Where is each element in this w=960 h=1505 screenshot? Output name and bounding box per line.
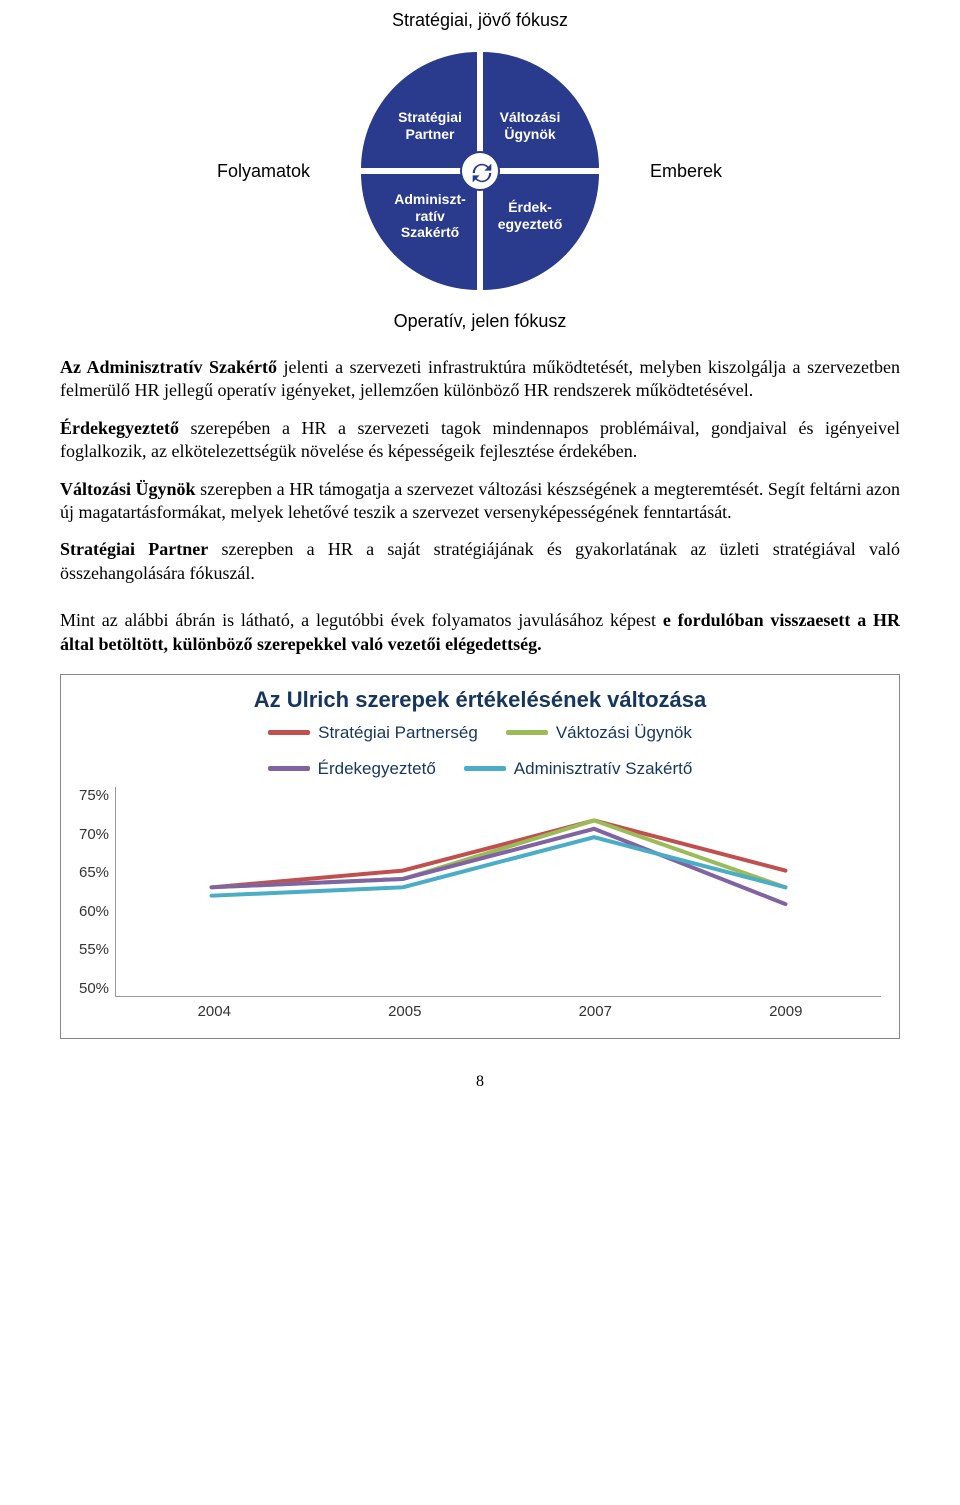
chart-legend: Stratégiai Partnerség Váktozási Ügynök Érd… — [79, 723, 881, 779]
quadrant-diagram-row: Folyamatok Stratégiai Partner Változási … — [60, 51, 900, 291]
diagram-bottom-caption: Operatív, jelen fókusz — [60, 311, 900, 332]
chart-y-axis: 75% 70% 65% 60% 55% 50% — [79, 787, 115, 997]
legend-item: Adminisztratív Szakértő — [464, 759, 693, 779]
paragraph-2-bold: Érdekegyeztető — [60, 418, 179, 438]
paragraph-4-bold: Stratégiai Partner — [60, 539, 208, 559]
chart-title: Az Ulrich szerepek értékelésének változá… — [79, 687, 881, 713]
legend-label: Váktozási Ügynök — [556, 723, 692, 743]
legend-label: Érdekegyeztető — [318, 759, 436, 779]
x-tick: 2009 — [691, 1003, 882, 1020]
paragraph-2: Érdekegyeztető szerepében a HR a szervez… — [60, 417, 900, 464]
chart-area: 75% 70% 65% 60% 55% 50% — [79, 787, 881, 997]
x-tick: 2005 — [310, 1003, 501, 1020]
y-tick: 55% — [79, 941, 109, 958]
legend-item: Stratégiai Partnerség — [268, 723, 478, 743]
diagram-top-caption: Stratégiai, jövő fókusz — [60, 10, 900, 31]
chart-plot — [115, 787, 881, 997]
chart-x-axis: 2004200520072009 — [119, 1003, 881, 1020]
legend-swatch — [506, 730, 548, 735]
diagram-left-label: Folyamatok — [160, 161, 310, 182]
legend-swatch — [268, 766, 310, 771]
y-tick: 70% — [79, 826, 109, 843]
paragraph-1-bold: Az Adminisztratív Szakértő — [60, 357, 277, 377]
legend-label: Stratégiai Partnerség — [318, 723, 478, 743]
legend-swatch — [268, 730, 310, 735]
legend-item: Váktozási Ügynök — [506, 723, 692, 743]
quadrant-circle: Stratégiai Partner Változási Ügynök Admi… — [360, 51, 600, 291]
outro-pre: Mint az alábbi ábrán is látható, a legut… — [60, 610, 663, 630]
quadrant-diagram: Stratégiai Partner Változási Ügynök Admi… — [340, 51, 620, 291]
y-tick: 60% — [79, 903, 109, 920]
quadrant-center-icon — [460, 151, 500, 191]
quadrant-top-right: Változási Ügynök — [482, 51, 600, 169]
x-tick: 2007 — [500, 1003, 691, 1020]
page-number: 8 — [60, 1073, 900, 1091]
quadrant-top-left: Stratégiai Partner — [360, 51, 478, 169]
paragraph-4: Stratégiai Partner szerepben a HR a sajá… — [60, 538, 900, 585]
legend-label: Adminisztratív Szakértő — [514, 759, 693, 779]
body-text: Az Adminisztratív Szakértő jelenti a sze… — [60, 356, 900, 585]
outro-paragraph: Mint az alábbi ábrán is látható, a legut… — [60, 609, 900, 656]
y-tick: 65% — [79, 864, 109, 881]
line-chart: Az Ulrich szerepek értékelésének változá… — [60, 674, 900, 1039]
diagram-right-label: Emberek — [650, 161, 800, 182]
quadrant-bottom-right: Érdek-egyeztető — [482, 173, 600, 291]
quadrant-bottom-left: Adminiszt-ratív Szakértő — [360, 173, 478, 291]
paragraph-1: Az Adminisztratív Szakértő jelenti a sze… — [60, 356, 900, 403]
legend-item: Érdekegyeztető — [268, 759, 436, 779]
paragraph-3: Változási Ügynök szerepben a HR támogatj… — [60, 478, 900, 525]
legend-swatch — [464, 766, 506, 771]
x-tick: 2004 — [119, 1003, 310, 1020]
paragraph-3-bold: Változási Ügynök — [60, 479, 196, 499]
chart-lines-svg — [116, 787, 881, 996]
cycle-arrows-icon — [468, 159, 496, 187]
paragraph-2-rest: szerepében a HR a szervezeti tagok minde… — [60, 418, 900, 461]
y-tick: 75% — [79, 787, 109, 804]
y-tick: 50% — [79, 980, 109, 997]
